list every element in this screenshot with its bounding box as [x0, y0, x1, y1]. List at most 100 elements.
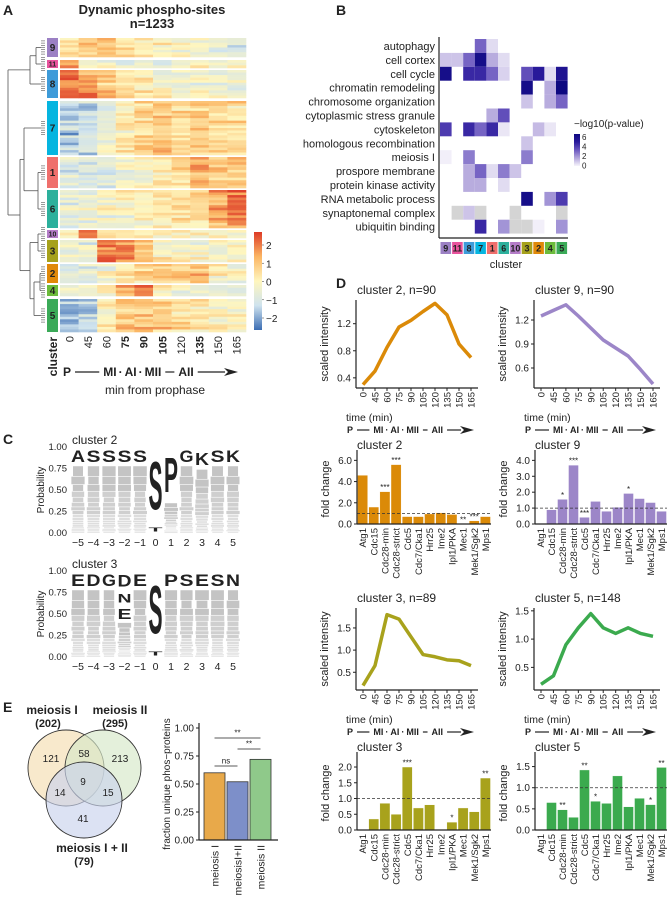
logo-background-residue — [211, 655, 224, 657]
logo-background-residue — [134, 530, 146, 532]
logo-xtick-label: 0 — [153, 537, 159, 549]
logo-letter: S — [211, 572, 225, 590]
stage-label-mi: MI — [373, 425, 383, 435]
logo-background-residue — [134, 531, 146, 533]
heatmap-cell — [208, 45, 228, 48]
logo-background-residue — [164, 608, 178, 615]
heatmap-cell — [171, 103, 191, 107]
heatmap-cell — [190, 222, 210, 226]
heatmap-cell — [190, 242, 210, 246]
logo-background-residue — [71, 608, 85, 615]
cluster-label: 10 — [510, 244, 520, 254]
x-tick-label: Cdc28-min — [380, 834, 391, 880]
heatmap-cell — [153, 306, 172, 310]
x-tick-label: 45 — [549, 392, 560, 403]
y-tick-label: 0.4 — [337, 373, 351, 384]
heatmap-cell — [60, 185, 79, 189]
heatmap-cell — [78, 147, 98, 151]
go-cell — [463, 178, 475, 192]
heatmap-cell — [171, 202, 191, 206]
heatmap-cell — [78, 82, 98, 86]
stage-label-mi: MI — [553, 425, 563, 435]
logo-background-residue — [134, 502, 146, 507]
heatmap-cell — [115, 159, 135, 163]
x-tick-label: 135 — [443, 694, 454, 710]
heatmap-cell — [78, 319, 98, 323]
heatmap-cell — [97, 72, 117, 76]
heatmap-cell — [171, 257, 191, 260]
x-tick-label: Mps1 — [481, 528, 492, 551]
stage-label-ai: AI — [570, 727, 579, 737]
heatmap-cell — [153, 235, 172, 239]
heatmap-cell — [208, 273, 228, 277]
logo-background-residue — [102, 528, 116, 530]
time-tick-label: 150 — [213, 336, 225, 354]
x-tick-label: 45 — [549, 694, 560, 705]
heatmap-cell — [227, 95, 247, 99]
heatmap-cell — [153, 82, 172, 86]
logo-background-residue — [87, 522, 100, 525]
heatmap-cell — [227, 252, 247, 255]
logo-background-residue — [118, 643, 131, 646]
logo-background-residue — [211, 654, 224, 656]
x-tick-label: 105 — [419, 694, 430, 710]
heatmap-cell — [97, 65, 117, 69]
y-tick-label: 0.5 — [516, 804, 530, 815]
heatmap-cell — [60, 207, 79, 211]
heatmap-cell — [97, 120, 117, 124]
logo-background-residue — [212, 638, 223, 642]
heatmap-cell — [171, 314, 191, 318]
heatmap-cell — [134, 287, 154, 291]
logo-background-residue — [118, 651, 131, 653]
logo-background-residue — [87, 530, 100, 532]
x-tick-label: Mec1 — [635, 528, 646, 551]
logo-background-residue — [211, 528, 224, 530]
heatmap-cell — [190, 210, 210, 214]
heatmap-cell — [227, 175, 247, 178]
go-cell — [440, 150, 452, 165]
heatmap-cell — [97, 240, 117, 243]
logo-letter: S — [180, 572, 194, 590]
heatmap-cell — [190, 167, 210, 171]
heatmap-cell — [208, 135, 228, 139]
heatmap-cell — [78, 240, 98, 243]
heatmap-cell — [115, 130, 135, 134]
heatmap-cell — [153, 54, 172, 58]
heatmap-cell — [97, 38, 117, 41]
significance-stars: ** — [581, 761, 587, 770]
heatmap-cell — [171, 70, 191, 73]
heatmap-cell — [78, 159, 98, 163]
heatmap-cell — [208, 120, 228, 124]
heatmap-cell — [153, 254, 172, 258]
logo-background-residue — [72, 510, 84, 515]
logo-background-residue — [226, 525, 240, 527]
heatmap-cell — [115, 132, 135, 136]
heatmap-cell — [227, 87, 247, 91]
go-cell — [556, 205, 568, 220]
heatmap-cell — [134, 175, 154, 178]
x-tick-label: Atg1 — [536, 834, 547, 854]
heatmap-cell — [97, 49, 117, 53]
heatmap-cell — [153, 220, 172, 224]
heatmap-cell — [190, 202, 210, 206]
heatmap-cell — [97, 329, 117, 333]
heatmap-cell — [190, 316, 210, 320]
heatmap-cell — [115, 329, 135, 333]
bar — [435, 512, 447, 525]
logo-background-residue — [211, 530, 224, 532]
go-cell — [544, 191, 556, 206]
logo-background-residue — [87, 638, 100, 642]
heatmap-cell — [60, 150, 79, 153]
heatmap-cell — [134, 249, 154, 253]
heatmap-cell — [78, 266, 98, 270]
stage-label-aii: AII — [612, 727, 624, 737]
heatmap-cell — [208, 309, 228, 312]
heatmap-cell — [153, 301, 172, 305]
logo-background-residue — [103, 522, 115, 525]
heatmap-cell — [115, 324, 135, 328]
heatmap-cell — [208, 110, 228, 114]
heatmap-cell — [190, 257, 210, 260]
logo-xtick-label: −2 — [119, 537, 131, 549]
logo-background-residue — [86, 634, 101, 639]
heatmap-cell — [78, 244, 98, 248]
